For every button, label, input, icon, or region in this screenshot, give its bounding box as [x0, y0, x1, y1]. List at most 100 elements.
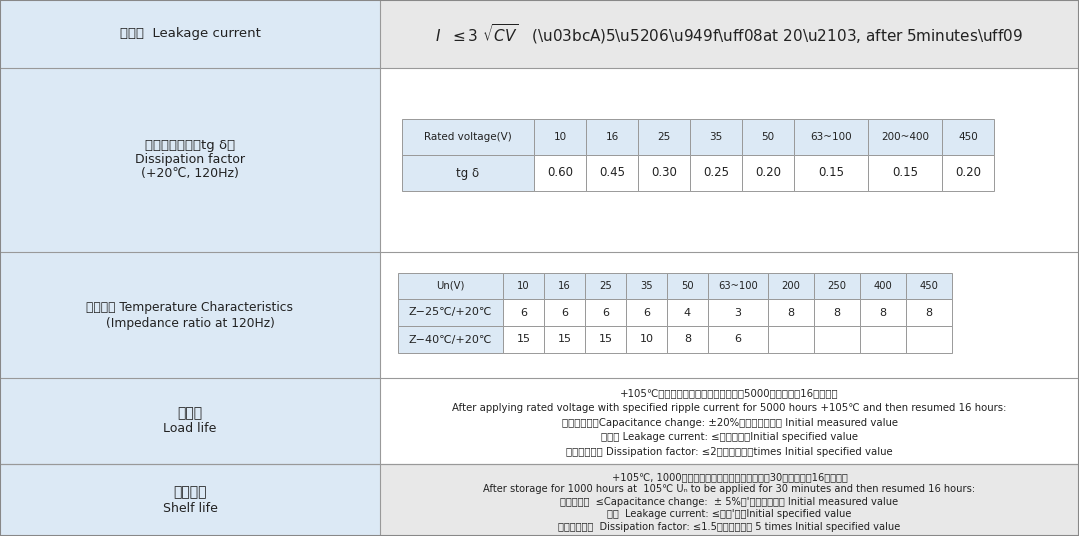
Bar [585, 273, 626, 299]
Text: 0.15: 0.15 [818, 167, 844, 180]
Bar [398, 326, 503, 353]
Text: 耐久性: 耐久性 [177, 406, 203, 420]
Bar [906, 326, 952, 353]
Bar [544, 299, 585, 326]
Text: 0.25: 0.25 [704, 167, 729, 180]
Text: 损耗角正切値  Dissipation factor: ≤1.5倍初始规定値 5 times Initial specified value: 损耗角正切値 Dissipation factor: ≤1.5倍初始规定値 5 … [558, 522, 901, 532]
Text: 3: 3 [735, 308, 741, 317]
Bar [0, 464, 380, 536]
Text: 0.15: 0.15 [892, 167, 918, 180]
Bar [667, 299, 708, 326]
Text: 400: 400 [874, 281, 892, 291]
Text: $\mathit{I}$  $\leq$3 $\sqrt{CV}$   (\u03bcA)5\u5206\u949f\uff08at 20\u2103, aft: $\mathit{I}$ $\leq$3 $\sqrt{CV}$ (\u03bc… [436, 22, 1024, 46]
Text: 450: 450 [958, 132, 978, 142]
Text: 0.60: 0.60 [547, 167, 573, 180]
Text: 0.20: 0.20 [755, 167, 781, 180]
Bar [868, 119, 942, 155]
Bar [544, 326, 585, 353]
Text: 15: 15 [558, 334, 572, 345]
Bar [503, 326, 544, 353]
Text: 8: 8 [879, 308, 887, 317]
Text: 高温贮存: 高温贮存 [174, 485, 207, 499]
Bar [626, 326, 667, 353]
Text: (+20℃, 120Hz): (+20℃, 120Hz) [141, 167, 238, 180]
Text: 15: 15 [599, 334, 613, 345]
Text: 10: 10 [517, 281, 530, 291]
Bar [667, 326, 708, 353]
Bar [534, 155, 586, 191]
Text: Dissipation factor: Dissipation factor [135, 153, 245, 167]
Text: 0.20: 0.20 [955, 167, 981, 180]
Bar [402, 119, 534, 155]
Bar [860, 326, 906, 353]
Bar [708, 299, 768, 326]
Bar [667, 273, 708, 299]
Text: 16: 16 [558, 281, 571, 291]
Bar [814, 273, 860, 299]
Bar [398, 299, 503, 326]
Text: +105℃, 1000小时贮存后，加额定工作电压处礆30分钟，恢复16小时后：: +105℃, 1000小时贮存后，加额定工作电压处礆30分钟，恢复16小时后： [612, 472, 847, 482]
Text: 4: 4 [684, 308, 691, 317]
Bar [585, 326, 626, 353]
Text: 8: 8 [684, 334, 691, 345]
Text: tg δ: tg δ [456, 167, 479, 180]
Bar [544, 273, 585, 299]
Bar [794, 155, 868, 191]
Bar [638, 119, 689, 155]
Bar [626, 273, 667, 299]
Text: After storage for 1000 hours at  105℃ Uₙ to be applied for 30 minutes and then r: After storage for 1000 hours at 105℃ Uₙ … [483, 485, 975, 494]
Bar [814, 299, 860, 326]
Text: 35: 35 [709, 132, 723, 142]
Bar [689, 155, 742, 191]
Text: 6: 6 [643, 308, 650, 317]
Text: 温度特性 Temperature Characteristics: 温度特性 Temperature Characteristics [86, 301, 293, 314]
Bar [860, 273, 906, 299]
Bar [768, 326, 814, 353]
Bar [380, 464, 1079, 536]
Bar [398, 273, 503, 299]
Bar [794, 119, 868, 155]
Text: 15: 15 [517, 334, 531, 345]
Text: 电容量变化  ≤Capacitance change:  ± 5%初'，测量（以内 Initial measured value: 电容量变化 ≤Capacitance change: ± 5%初'，测量（以内 … [560, 497, 899, 507]
Text: 10: 10 [640, 334, 654, 345]
Text: 35: 35 [640, 281, 653, 291]
Text: 63~100: 63~100 [719, 281, 757, 291]
Text: Load life: Load life [163, 422, 217, 435]
Bar [585, 299, 626, 326]
Text: 0.30: 0.30 [651, 167, 677, 180]
Bar [689, 119, 742, 155]
Text: After applying rated voltage with specified ripple current for 5000 hours +105℃ : After applying rated voltage with specif… [452, 403, 1007, 413]
Bar [380, 68, 1079, 252]
Bar [626, 299, 667, 326]
Text: +105℃施加带额定纹波电流的额定电剸5000小时，恢复16小时后：: +105℃施加带额定纹波电流的额定电剸5000小时，恢复16小时后： [620, 388, 838, 398]
Text: Un(V): Un(V) [436, 281, 465, 291]
Bar [708, 273, 768, 299]
Bar [380, 0, 1079, 68]
Text: 200~400: 200~400 [880, 132, 929, 142]
Bar [586, 155, 638, 191]
Text: 6: 6 [520, 308, 527, 317]
Text: 6: 6 [561, 308, 568, 317]
Text: 16: 16 [605, 132, 618, 142]
Bar [0, 68, 380, 252]
Bar [868, 155, 942, 191]
Text: 50: 50 [681, 281, 694, 291]
Text: 漏电  Leakage current: ≤初始'定値Initial specified value: 漏电 Leakage current: ≤初始'定値Initial specif… [607, 509, 851, 519]
Bar [942, 119, 994, 155]
Bar [906, 273, 952, 299]
Bar [534, 119, 586, 155]
Text: Shelf life: Shelf life [163, 502, 218, 515]
Text: 损耗角正切値（tg δ）: 损耗角正切値（tg δ） [145, 139, 235, 153]
Text: 漏电流  Leakage current: 漏电流 Leakage current [120, 27, 260, 41]
Text: 50: 50 [762, 132, 775, 142]
Text: 0.45: 0.45 [599, 167, 625, 180]
Bar [503, 273, 544, 299]
Text: 25: 25 [657, 132, 671, 142]
Bar [0, 252, 380, 378]
Bar [860, 299, 906, 326]
Bar [402, 155, 534, 191]
Text: (Impedance ratio at 120Hz): (Impedance ratio at 120Hz) [106, 316, 274, 330]
Text: 63~100: 63~100 [810, 132, 851, 142]
Bar [906, 299, 952, 326]
Bar [742, 155, 794, 191]
